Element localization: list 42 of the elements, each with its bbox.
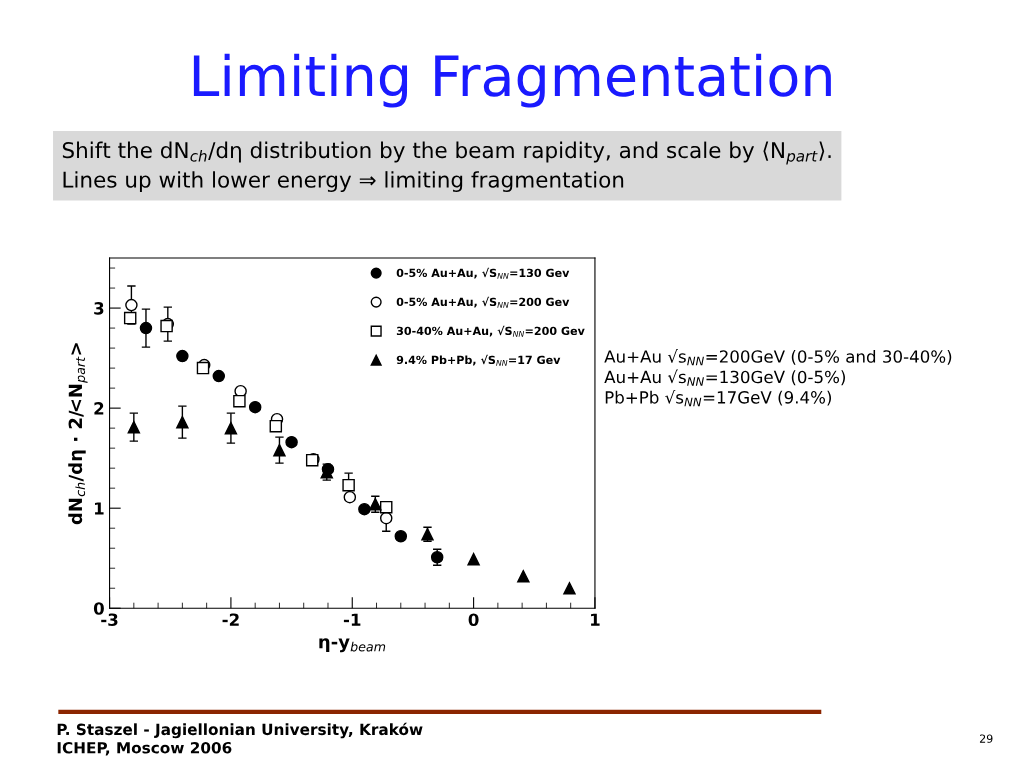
text: Au+Au √s$_{NN}$=200GeV (0-5% and 30-40%) Au+Au √s$_{NN}$=130GeV (0-5%) Pb+Pb √s$_{NN}$=17GeV (9.4%) [604, 349, 952, 407]
y-tick-label: 0 [93, 602, 104, 615]
point [467, 552, 480, 566]
legend-label: 0-5% Au+Au, √S$_{NN}$=130 Gev [396, 267, 570, 279]
point [176, 349, 189, 363]
point [233, 394, 246, 408]
legend-label: 0-5% Au+Au, √S$_{NN}$=200 Gev [396, 296, 570, 308]
y-axis-title: dN$_{ch}$/dη · 2/<N$_{part}$> [68, 343, 88, 525]
point [224, 421, 238, 435]
point [125, 298, 138, 312]
point [379, 500, 393, 514]
text: Shift the dN$_{ch}$/dη distribution by the beam rapidity, and scale by ⟨N$_{part}$⟩. Lines up with lower energy ⇒ limiting fragmentation [62, 141, 831, 192]
point [248, 400, 262, 414]
y-tick-label: 3 [94, 302, 104, 315]
text: 29 [979, 734, 993, 743]
point [563, 581, 576, 595]
point [394, 529, 408, 543]
point [212, 369, 226, 383]
point [127, 420, 141, 434]
x-tick-label: -3 [101, 613, 118, 627]
x-axis-title: η-y$_{beam}$ [319, 638, 386, 653]
x-tick-label: 0 [468, 613, 479, 627]
point [123, 311, 137, 325]
point [273, 443, 286, 457]
point [358, 502, 371, 516]
point [517, 569, 530, 583]
point [379, 511, 393, 525]
x-tick-label: -2 [222, 613, 239, 626]
text: P. Staszel - Jagiellonian University, Kraków ICHEP, Moscow 2006 [57, 722, 423, 756]
point [343, 490, 357, 504]
x-tick-label: 1 [591, 613, 600, 626]
chart-title: Limiting Fragmentation [193, 53, 831, 108]
point [139, 321, 153, 335]
x-tick-label: -1 [343, 613, 361, 626]
point [269, 419, 283, 433]
y-tick-label: 2 [94, 402, 104, 415]
legend-label: 9.4% Pb+Pb, √S$_{NN}$=17 Gev [396, 354, 561, 366]
point [285, 435, 298, 449]
point [176, 415, 189, 429]
point [342, 478, 355, 492]
y-tick-label: 1 [94, 502, 104, 515]
legend-label: 30-40% Au+Au, √S$_{NN}$=200 Gev [396, 325, 585, 337]
